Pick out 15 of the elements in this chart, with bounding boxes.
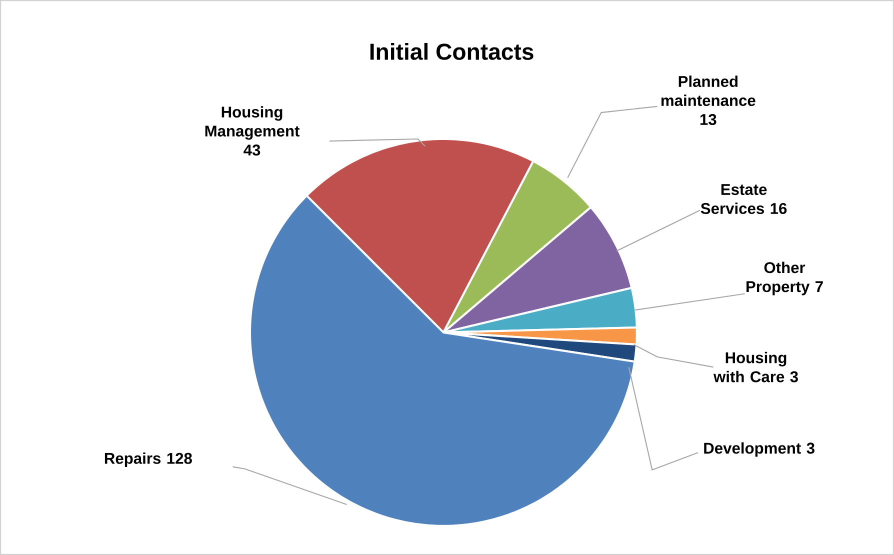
data-label: 43 xyxy=(244,144,260,156)
slice-label: Other Property xyxy=(746,262,810,296)
chart-title: Initial Contacts xyxy=(370,42,534,60)
data-label: 7 xyxy=(816,281,823,292)
data-label: 3 xyxy=(790,371,798,382)
slice-label: Repairs xyxy=(104,452,161,468)
slice-label: Planned maintenance xyxy=(661,76,756,106)
data-label: 13 xyxy=(700,114,716,126)
data-label: 3 xyxy=(806,442,814,454)
slice-label: Estate Services xyxy=(700,184,767,214)
slice-label: Housing Management xyxy=(205,106,300,140)
data-label: 128 xyxy=(167,452,192,464)
slice-label: Housing with Care xyxy=(713,352,786,382)
slice-label: Development xyxy=(704,442,801,457)
data-label: 16 xyxy=(770,202,787,214)
